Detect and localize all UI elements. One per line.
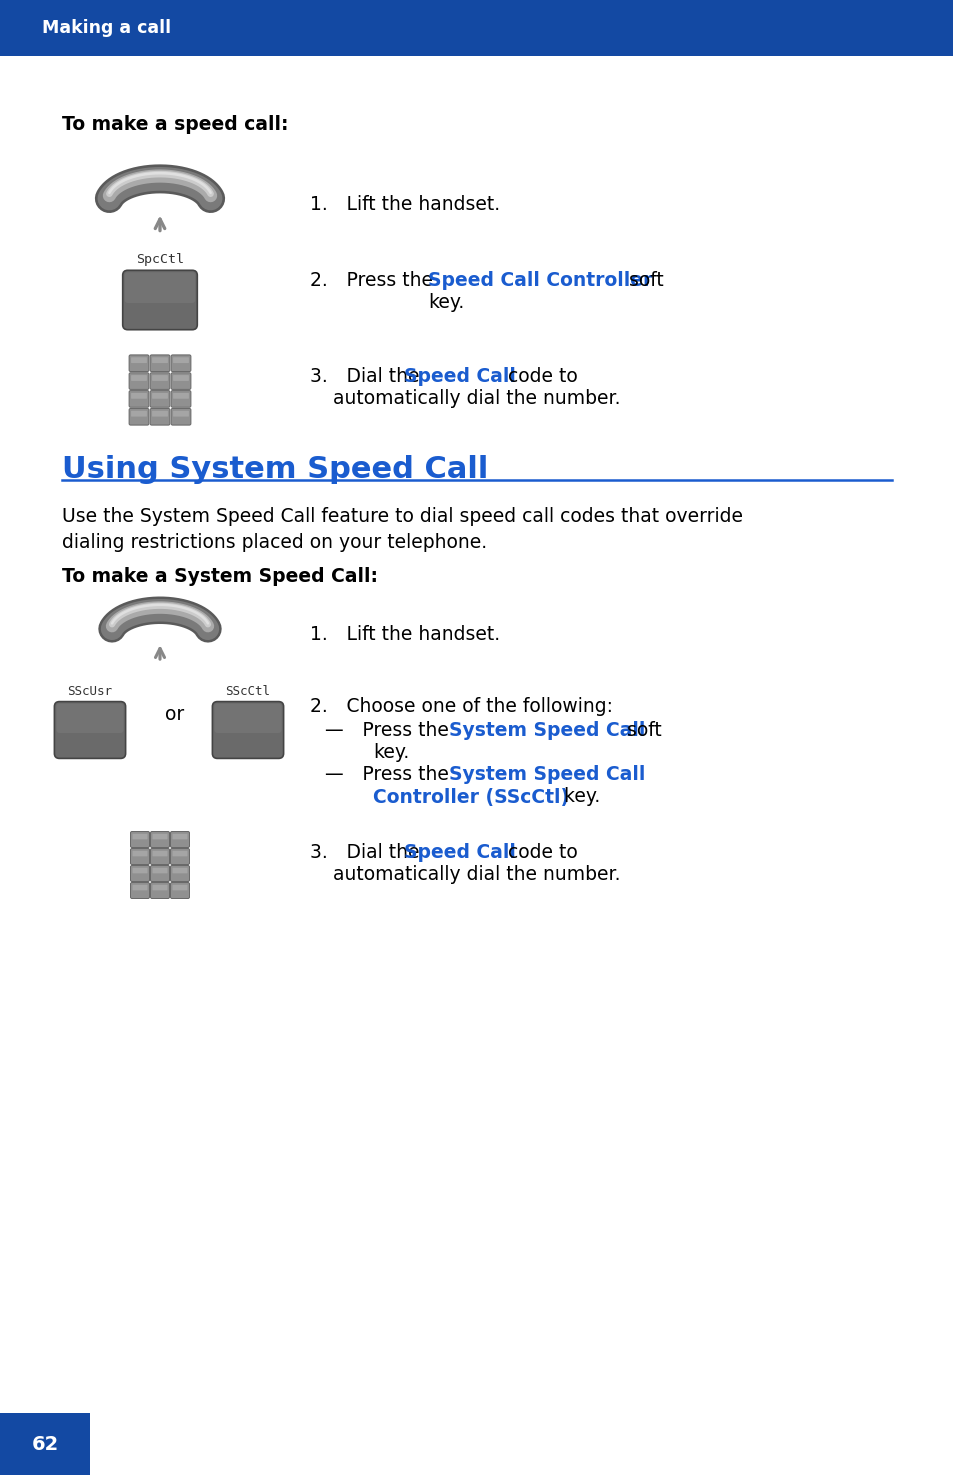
FancyBboxPatch shape	[172, 867, 188, 873]
FancyBboxPatch shape	[152, 851, 168, 857]
Text: Speed Call: Speed Call	[403, 842, 516, 861]
FancyBboxPatch shape	[131, 848, 150, 864]
FancyBboxPatch shape	[152, 867, 168, 873]
Text: Speed Call: Speed Call	[403, 367, 516, 386]
Text: code to: code to	[501, 367, 578, 386]
FancyBboxPatch shape	[172, 412, 189, 416]
FancyBboxPatch shape	[214, 704, 281, 733]
Text: System Speed Call: System Speed Call	[449, 720, 644, 739]
FancyBboxPatch shape	[172, 392, 189, 398]
Text: soft: soft	[620, 720, 661, 739]
FancyBboxPatch shape	[152, 357, 168, 363]
FancyBboxPatch shape	[151, 882, 170, 898]
Bar	[0, 1413, 90, 1475]
Text: — Press the: — Press the	[325, 766, 455, 785]
FancyBboxPatch shape	[123, 270, 197, 330]
FancyBboxPatch shape	[131, 392, 147, 398]
FancyBboxPatch shape	[150, 409, 170, 425]
Text: SScUsr: SScUsr	[68, 684, 112, 698]
FancyBboxPatch shape	[129, 355, 149, 372]
FancyBboxPatch shape	[151, 832, 170, 848]
FancyBboxPatch shape	[172, 885, 188, 891]
FancyBboxPatch shape	[171, 832, 190, 848]
FancyBboxPatch shape	[56, 704, 124, 733]
Text: 62: 62	[31, 1435, 58, 1453]
Text: 1. Lift the handset.: 1. Lift the handset.	[310, 196, 499, 214]
FancyBboxPatch shape	[131, 375, 147, 381]
Text: automatically dial the number.: automatically dial the number.	[333, 389, 619, 409]
Text: automatically dial the number.: automatically dial the number.	[333, 864, 619, 884]
FancyBboxPatch shape	[132, 885, 148, 891]
FancyBboxPatch shape	[54, 702, 126, 758]
Text: Using System Speed Call: Using System Speed Call	[62, 454, 488, 484]
Text: — Press the: — Press the	[325, 720, 455, 739]
FancyBboxPatch shape	[125, 273, 195, 302]
FancyBboxPatch shape	[132, 851, 148, 857]
FancyBboxPatch shape	[172, 833, 188, 839]
Text: To make a speed call:: To make a speed call:	[62, 115, 288, 134]
FancyBboxPatch shape	[172, 851, 188, 857]
FancyBboxPatch shape	[151, 848, 170, 864]
FancyBboxPatch shape	[129, 373, 149, 389]
FancyBboxPatch shape	[172, 375, 189, 381]
FancyBboxPatch shape	[171, 391, 191, 407]
Text: SScCtl: SScCtl	[225, 684, 271, 698]
FancyBboxPatch shape	[132, 833, 148, 839]
FancyBboxPatch shape	[152, 392, 168, 398]
FancyBboxPatch shape	[151, 866, 170, 882]
Text: System Speed Call: System Speed Call	[449, 766, 644, 785]
FancyBboxPatch shape	[129, 409, 149, 425]
FancyBboxPatch shape	[171, 373, 191, 389]
Text: key.: key.	[558, 788, 599, 807]
FancyBboxPatch shape	[152, 833, 168, 839]
FancyBboxPatch shape	[172, 357, 189, 363]
FancyBboxPatch shape	[129, 391, 149, 407]
Text: code to: code to	[501, 842, 578, 861]
FancyBboxPatch shape	[213, 702, 283, 758]
Text: 3. Dial the: 3. Dial the	[310, 842, 425, 861]
FancyBboxPatch shape	[171, 355, 191, 372]
FancyBboxPatch shape	[171, 409, 191, 425]
Bar	[0, 0, 953, 56]
Text: 2. Press the: 2. Press the	[310, 270, 438, 289]
Text: or: or	[165, 705, 185, 724]
Text: key.: key.	[428, 292, 464, 311]
Text: To make a System Speed Call:: To make a System Speed Call:	[62, 566, 377, 586]
FancyBboxPatch shape	[152, 885, 168, 891]
Text: 3. Dial the: 3. Dial the	[310, 367, 425, 386]
Text: Controller (SScCtl): Controller (SScCtl)	[373, 788, 569, 807]
FancyBboxPatch shape	[131, 866, 150, 882]
Text: key.: key.	[373, 742, 409, 761]
FancyBboxPatch shape	[171, 848, 190, 864]
FancyBboxPatch shape	[131, 882, 150, 898]
FancyBboxPatch shape	[150, 373, 170, 389]
FancyBboxPatch shape	[131, 832, 150, 848]
FancyBboxPatch shape	[131, 412, 147, 416]
FancyBboxPatch shape	[171, 866, 190, 882]
FancyBboxPatch shape	[152, 375, 168, 381]
Text: 2. Choose one of the following:: 2. Choose one of the following:	[310, 698, 613, 717]
FancyBboxPatch shape	[131, 357, 147, 363]
FancyBboxPatch shape	[152, 412, 168, 416]
Text: Use the System Speed Call feature to dial speed call codes that override
dialing: Use the System Speed Call feature to dia…	[62, 507, 742, 553]
Text: Speed Call Controller: Speed Call Controller	[428, 270, 652, 289]
FancyBboxPatch shape	[171, 882, 190, 898]
Text: 1. Lift the handset.: 1. Lift the handset.	[310, 625, 499, 645]
Text: SpcCtl: SpcCtl	[136, 252, 184, 266]
FancyBboxPatch shape	[150, 391, 170, 407]
FancyBboxPatch shape	[132, 867, 148, 873]
Text: soft: soft	[622, 270, 663, 289]
Text: Making a call: Making a call	[42, 19, 171, 37]
FancyBboxPatch shape	[150, 355, 170, 372]
